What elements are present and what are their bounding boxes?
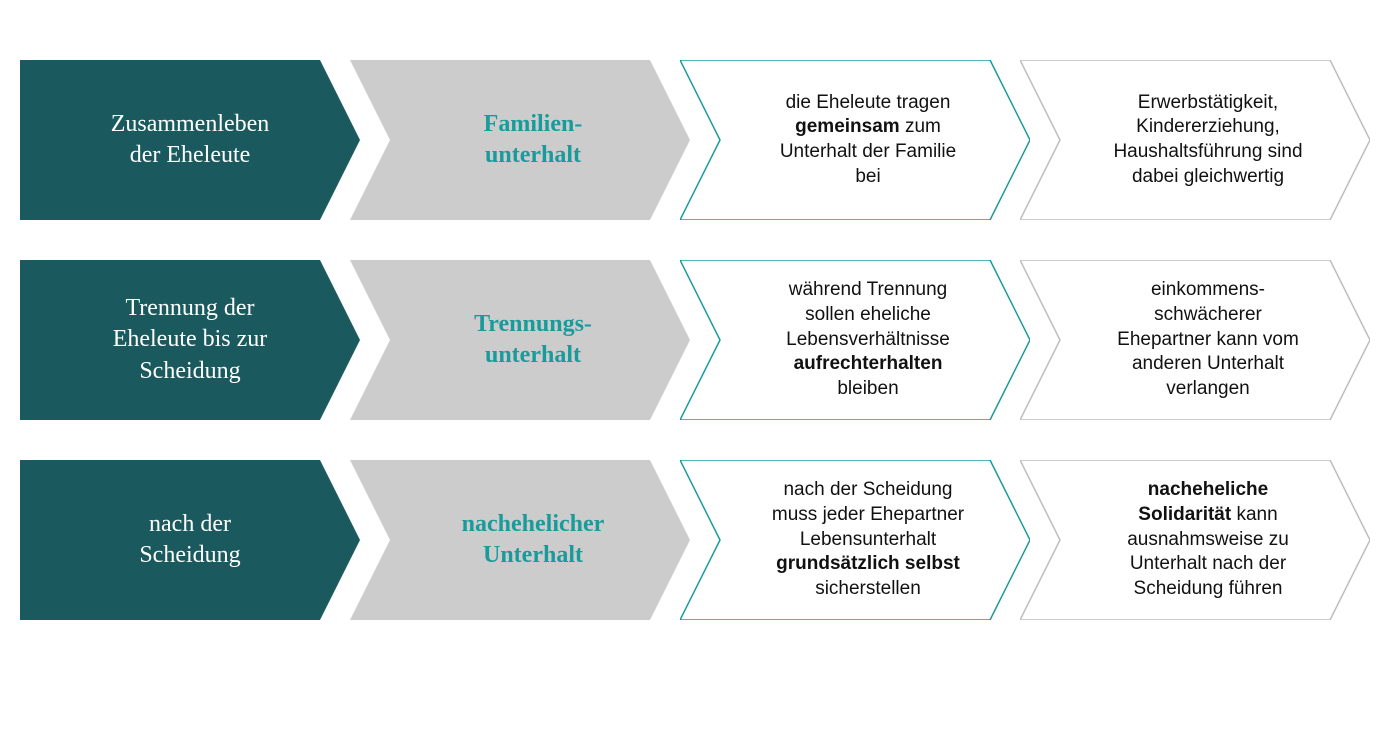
chevron-col-1: Trennung derEheleute bis zurScheidung — [20, 260, 360, 420]
chevron-label: nachehelicheSolidarität kannausnahmsweis… — [1081, 478, 1309, 601]
chevron-col-4: einkommens-schwächererEhepartner kann vo… — [1020, 260, 1370, 420]
chevron-col-3: nach der Scheidungmuss jeder EhepartnerL… — [680, 460, 1030, 620]
diagram-row: Trennung derEheleute bis zurScheidung Tre… — [20, 260, 1380, 420]
chevron-label: Trennung derEheleute bis zurScheidung — [93, 293, 288, 387]
chevron-label: Zusammenlebender Eheleute — [91, 109, 290, 171]
chevron-label: Trennungs-unterhalt — [428, 309, 612, 371]
chevron-col-1: Zusammenlebender Eheleute — [20, 60, 360, 220]
chevron-label: Familien-unterhalt — [438, 109, 603, 171]
chevron-label: einkommens-schwächererEhepartner kann vo… — [1071, 278, 1319, 401]
chevron-label: nach der Scheidungmuss jeder EhepartnerL… — [726, 478, 984, 601]
chevron-col-1: nach derScheidung — [20, 460, 360, 620]
chevron-col-2: Trennungs-unterhalt — [350, 260, 690, 420]
chevron-col-2: Familien-unterhalt — [350, 60, 690, 220]
chevron-col-4: Erwerbstätigkeit,Kindererziehung,Haushal… — [1020, 60, 1370, 220]
chevron-label: nachehelicherUnterhalt — [416, 509, 625, 571]
chevron-col-2: nachehelicherUnterhalt — [350, 460, 690, 620]
chevron-label: nach derScheidung — [119, 509, 260, 571]
chevron-col-3: während Trennungsollen ehelicheLebensver… — [680, 260, 1030, 420]
unterhalt-diagram: Zusammenlebender Eheleute Familien-unterh… — [20, 60, 1380, 620]
chevron-label: die Eheleute tragengemeinsam zumUnterhal… — [734, 91, 976, 190]
chevron-col-4: nachehelicheSolidarität kannausnahmsweis… — [1020, 460, 1370, 620]
chevron-label: Erwerbstätigkeit,Kindererziehung,Haushal… — [1067, 91, 1322, 190]
chevron-col-3: die Eheleute tragengemeinsam zumUnterhal… — [680, 60, 1030, 220]
chevron-label: während Trennungsollen ehelicheLebensver… — [740, 278, 970, 401]
diagram-row: nach derScheidung nachehelicherUnterhalt n… — [20, 460, 1380, 620]
diagram-row: Zusammenlebender Eheleute Familien-unterh… — [20, 60, 1380, 220]
